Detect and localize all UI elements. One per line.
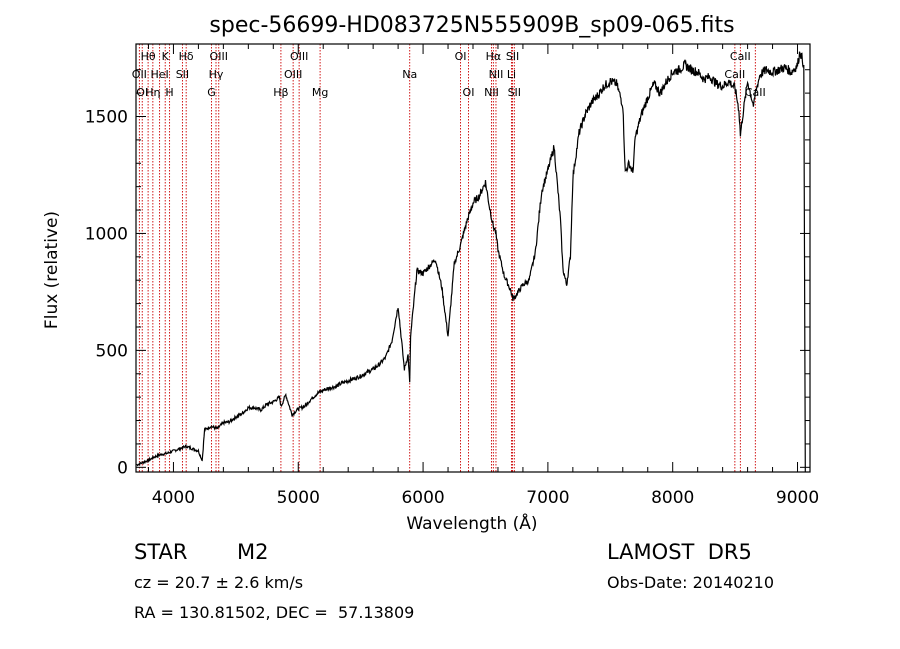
line-label: SII bbox=[506, 50, 519, 63]
chart-title: spec-56699-HD083725N555909B_sp09-065.fit… bbox=[209, 13, 734, 38]
x-tick-label: 9000 bbox=[776, 488, 819, 508]
line-label: OIII bbox=[284, 68, 302, 81]
line-label: G bbox=[207, 86, 216, 99]
spectral-line-markers bbox=[138, 44, 756, 472]
line-label: Mg bbox=[312, 86, 328, 99]
y-tick-label: 0 bbox=[117, 458, 128, 478]
x-tick-label: 6000 bbox=[401, 488, 444, 508]
survey-label: LAMOST DR5 bbox=[607, 540, 752, 564]
line-label: HeI bbox=[150, 68, 168, 81]
x-tick-label: 5000 bbox=[277, 488, 320, 508]
line-label: OIII bbox=[290, 50, 308, 63]
ra-dec-coordinates: RA = 130.81502, DEC = 57.13809 bbox=[134, 603, 415, 622]
x-tick-label: 7000 bbox=[526, 488, 569, 508]
line-label: Hθ bbox=[141, 50, 156, 63]
line-label: OIII bbox=[210, 50, 228, 63]
line-label: SII bbox=[176, 68, 189, 81]
redshift-cz: cz = 20.7 ± 2.6 km/s bbox=[134, 573, 304, 592]
line-label: NII bbox=[484, 86, 499, 99]
line-label: Hδ bbox=[179, 50, 194, 63]
line-label: SII bbox=[508, 86, 521, 99]
line-label: OI bbox=[136, 86, 148, 99]
x-tick-label: 4000 bbox=[152, 488, 195, 508]
x-axis-label: Wavelength (Å) bbox=[406, 512, 537, 534]
line-label: Na bbox=[402, 68, 417, 81]
line-label: Hγ bbox=[209, 68, 224, 81]
y-axis-label: Flux (relative) bbox=[42, 211, 62, 329]
line-label: Hη bbox=[145, 86, 160, 99]
line-label: K bbox=[162, 50, 170, 63]
line-label: H bbox=[165, 86, 173, 99]
y-tick-label: 500 bbox=[96, 341, 128, 361]
spectral-subclass: M2 bbox=[237, 540, 269, 564]
line-label: Li bbox=[507, 68, 516, 81]
line-label: CaII bbox=[730, 50, 751, 63]
line-label: OI bbox=[463, 86, 475, 99]
y-tick-label: 1500 bbox=[85, 108, 128, 128]
line-label: Hα bbox=[486, 50, 502, 63]
line-label: OI bbox=[455, 50, 467, 63]
line-label: NII bbox=[489, 68, 504, 81]
axis-ticks: 4000 5000 6000 7000 8000 9000 0 500 1000 1500 bbox=[85, 44, 819, 508]
axes bbox=[135, 43, 811, 473]
x-tick-label: 8000 bbox=[651, 488, 694, 508]
spectrum-series-line bbox=[136, 51, 806, 473]
line-label: Hβ bbox=[273, 86, 288, 99]
line-label: CaII bbox=[724, 68, 745, 81]
plot-frame bbox=[135, 43, 811, 473]
y-tick-label: 1000 bbox=[85, 224, 128, 244]
observation-date: Obs-Date: 20140210 bbox=[607, 573, 775, 592]
object-class: STAR bbox=[134, 540, 188, 564]
